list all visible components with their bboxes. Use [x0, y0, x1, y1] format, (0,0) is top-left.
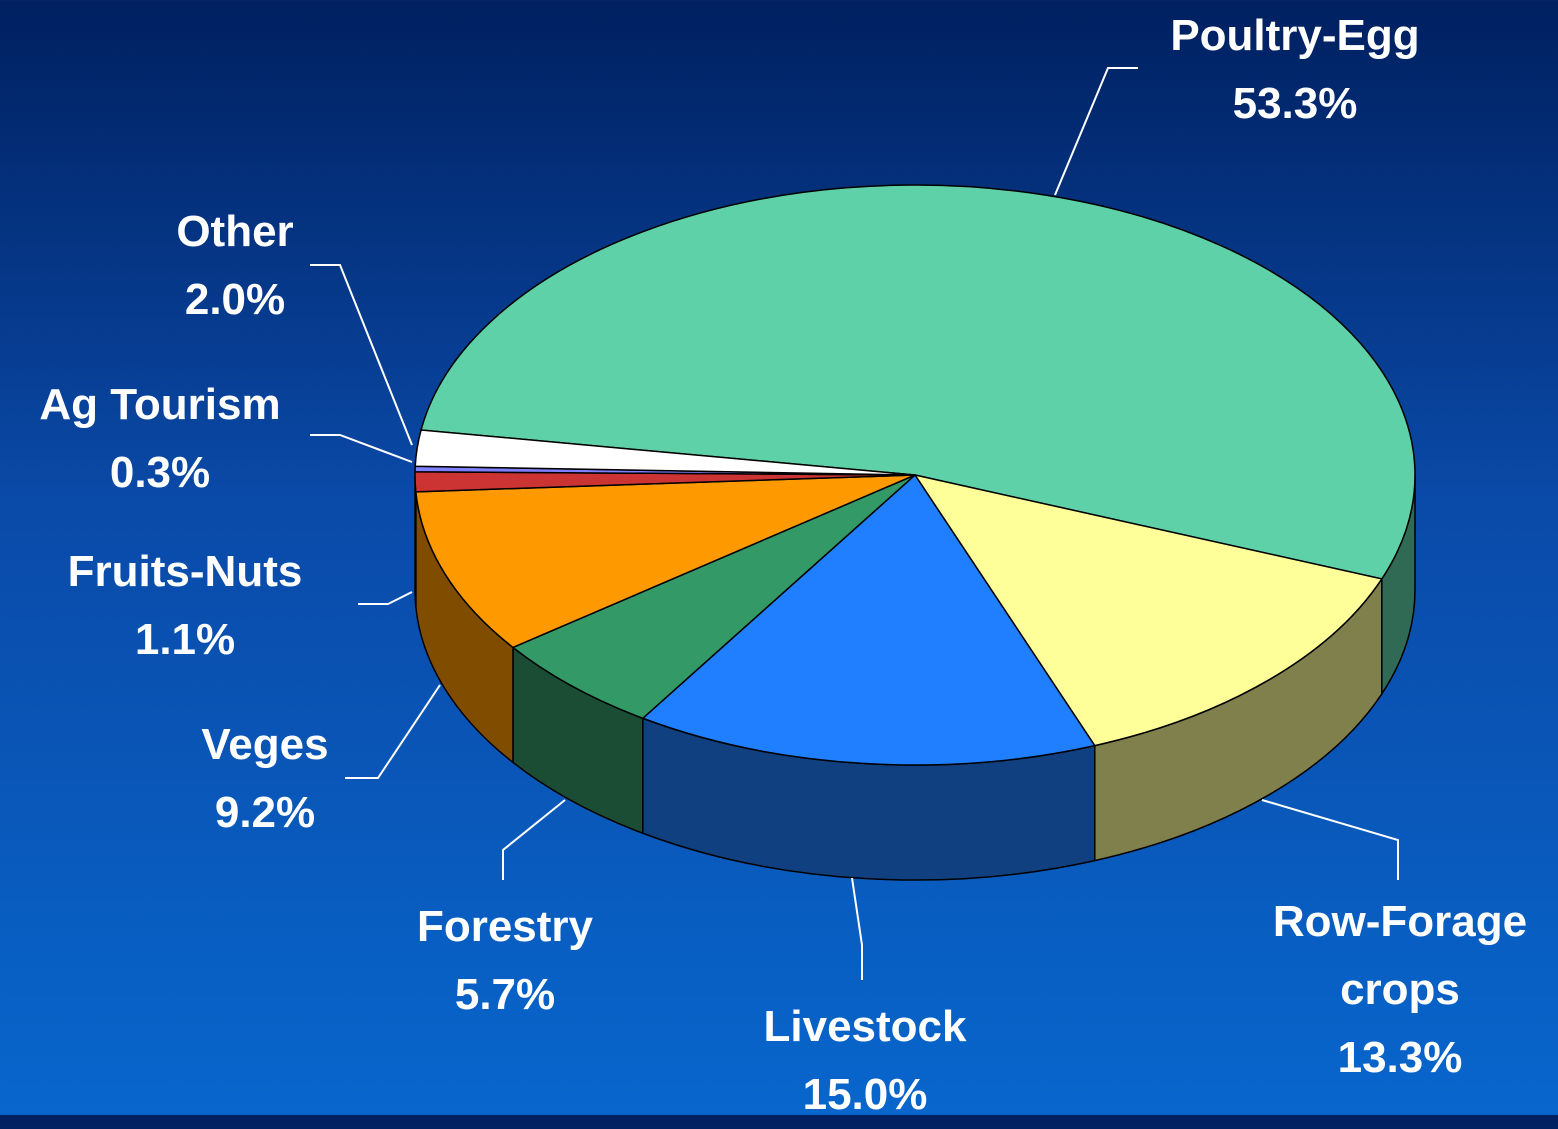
slice: [414, 429, 916, 476]
slice-label: Livestock 15.0%: [665, 993, 1065, 1129]
category-label: Livestock: [763, 1002, 967, 1051]
leader-line: [1261, 799, 1399, 880]
value-label: 0.3%: [109, 448, 211, 497]
leader-line: [358, 591, 413, 605]
category-label: Other: [176, 207, 294, 256]
category-label: Row-Forage crops: [1272, 897, 1528, 1014]
value-label: 13.3%: [1337, 1033, 1463, 1082]
slice-label: Ag Tourism 0.3%: [0, 371, 360, 507]
leader-line: [1054, 67, 1138, 196]
slice: [415, 474, 916, 649]
slice: [641, 473, 1096, 766]
slice: [913, 473, 1384, 747]
value-label: 9.2%: [214, 788, 316, 837]
slice-label: Poultry-Egg 53.3%: [1095, 2, 1495, 138]
slice: [511, 474, 916, 720]
category-label: Ag Tourism: [39, 380, 281, 429]
slice-label: Fruits-Nuts 1.1%: [0, 538, 385, 674]
value-label: 53.3%: [1232, 79, 1358, 128]
slice-label: Veges 9.2%: [65, 711, 465, 847]
value-label: 1.1%: [134, 615, 236, 664]
value-label: 15.0%: [802, 1070, 928, 1119]
category-label: Veges: [201, 720, 329, 769]
leader-line: [851, 877, 863, 980]
value-label: 2.0%: [184, 275, 286, 324]
slice-label: Other 2.0%: [35, 198, 435, 334]
slice-label: Forestry 5.7%: [305, 893, 705, 1029]
category-label: Fruits-Nuts: [67, 547, 303, 596]
category-label: Forestry: [416, 902, 594, 951]
value-label: 5.7%: [454, 970, 556, 1019]
slice: [420, 184, 1416, 580]
leader-line: [345, 684, 441, 779]
leader-line: [310, 434, 413, 463]
leader-line: [502, 799, 566, 880]
category-label: Poultry-Egg: [1170, 11, 1420, 60]
leader-line: [310, 264, 413, 446]
slice-label: Row-Forage crops 13.3%: [1240, 888, 1558, 1092]
